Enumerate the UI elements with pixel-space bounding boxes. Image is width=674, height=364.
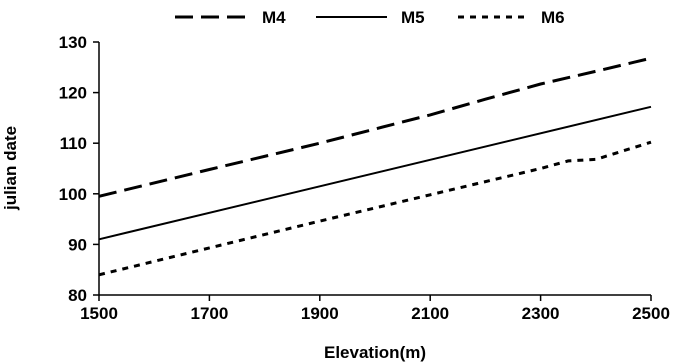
x-axis-ticks: 1500 1700 1900 2100 2300 2500 xyxy=(80,295,670,323)
legend-item-m6: M6 xyxy=(458,8,565,27)
x-tick-label: 1900 xyxy=(301,304,339,323)
y-tick-label: 110 xyxy=(60,134,87,153)
x-tick-label: 1700 xyxy=(190,304,228,323)
legend-label-m4: M4 xyxy=(262,8,286,27)
series-layer xyxy=(98,56,652,277)
x-tick-label: 2100 xyxy=(411,304,449,323)
series-line-m4 xyxy=(98,56,652,198)
y-tick-label: 130 xyxy=(59,33,87,52)
y-tick-label: 80 xyxy=(68,286,87,305)
series-line-m6 xyxy=(98,140,652,277)
y-tick-label: 120 xyxy=(59,84,87,103)
y-tick-label: 100 xyxy=(59,185,87,204)
x-tick-label: 2300 xyxy=(522,304,560,323)
legend-label-m5: M5 xyxy=(401,8,425,27)
y-axis-title: julian date xyxy=(1,126,20,211)
legend: M4 M5 M6 xyxy=(175,8,565,27)
series-line-m5 xyxy=(98,105,652,241)
legend-item-m5: M5 xyxy=(316,8,425,27)
x-tick-label: 2500 xyxy=(632,304,670,323)
x-axis-title: Elevation(m) xyxy=(324,343,426,362)
y-axis-ticks: 80 90 100 110 120 130 xyxy=(59,33,99,305)
legend-label-m6: M6 xyxy=(541,8,565,27)
y-tick-label: 90 xyxy=(68,235,87,254)
x-tick-label: 1500 xyxy=(80,304,118,323)
legend-item-m4: M4 xyxy=(175,8,286,27)
